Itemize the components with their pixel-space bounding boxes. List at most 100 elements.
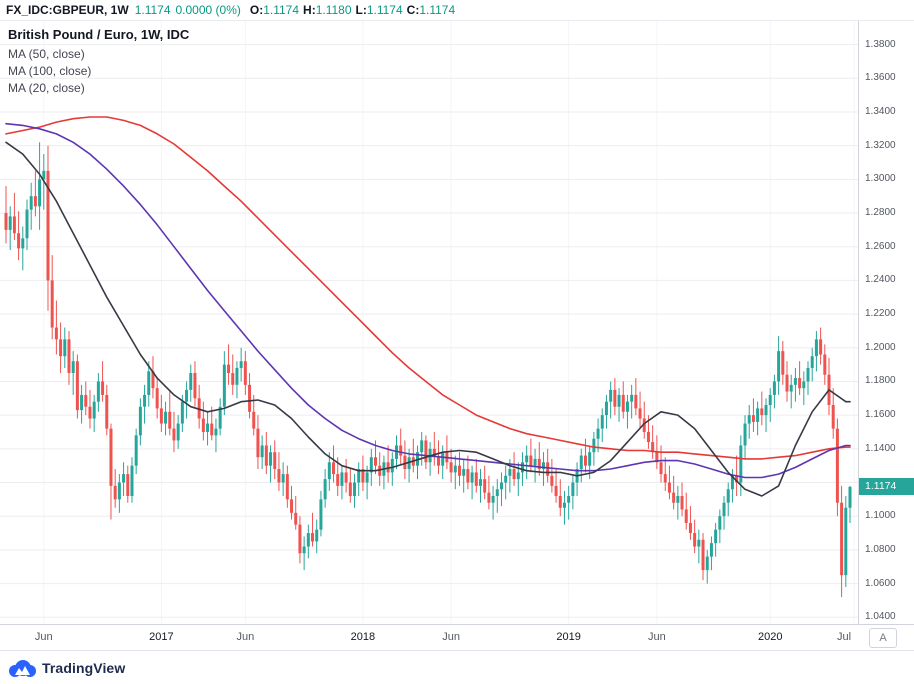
price-axis-label: 1.1600 — [865, 409, 896, 421]
candle-down — [101, 381, 105, 395]
candle-down — [155, 388, 159, 409]
time-axis-label: Jun — [647, 631, 666, 643]
candle-up — [814, 339, 818, 357]
candle-down — [436, 457, 440, 466]
price-axis-label: 1.0600 — [865, 577, 896, 589]
candle-up — [520, 462, 524, 473]
candle-up — [764, 405, 768, 416]
candle-down — [781, 351, 785, 375]
candle-down — [621, 394, 625, 412]
candle-down — [449, 462, 453, 473]
candle-up — [516, 472, 520, 480]
candle-down — [12, 216, 16, 234]
price-axis-label: 1.2800 — [865, 207, 896, 219]
last-price-tag: 1.1174 — [859, 477, 914, 495]
candle-up — [697, 539, 701, 547]
candle-up — [260, 445, 264, 458]
candle-down — [294, 512, 298, 525]
candle-up — [206, 423, 210, 432]
candle-down — [126, 474, 130, 496]
candle-up — [63, 339, 67, 357]
tradingview-logo[interactable]: TradingView — [7, 658, 125, 678]
candle-up — [323, 479, 327, 500]
candle-down — [663, 474, 667, 483]
candle-down — [227, 364, 231, 374]
candle-down — [273, 452, 277, 470]
price-chart-canvas[interactable] — [0, 21, 858, 624]
candle-up — [407, 457, 411, 470]
candle-up — [319, 499, 323, 530]
candle-up — [810, 356, 814, 368]
candle-up — [327, 462, 331, 480]
candlestick-plot[interactable] — [0, 21, 858, 624]
price-axis-label: 1.3400 — [865, 105, 896, 117]
candle-down — [159, 408, 163, 424]
price-scale[interactable]: 1.1174 1.3800 1.3600 1.3400 1.3200 1.3000 1.2… — [858, 21, 914, 624]
legend-ma-50[interactable]: MA (50, close) — [8, 47, 85, 61]
candle-down — [701, 539, 705, 571]
candle-down — [231, 373, 235, 385]
candle-up — [25, 209, 29, 239]
candle-down — [290, 499, 294, 513]
candle-up — [130, 465, 134, 496]
candle-up — [189, 373, 193, 390]
candle-down — [684, 509, 688, 523]
candle-down — [4, 213, 8, 230]
candle-up — [180, 401, 184, 424]
candle-up — [281, 474, 285, 483]
candle-up — [390, 458, 394, 473]
candle-up — [462, 469, 466, 476]
legend-ma-100[interactable]: MA (100, close) — [8, 64, 92, 78]
candle-down — [474, 472, 478, 486]
candle-up — [806, 367, 810, 382]
candle-up — [630, 394, 634, 402]
candle-down — [243, 361, 247, 385]
candle-down — [583, 455, 587, 466]
candle-up — [714, 529, 718, 544]
candle-down — [84, 394, 88, 407]
legend-symbol-title[interactable]: British Pound / Euro, 1W, IDC — [8, 27, 190, 42]
candle-down — [403, 455, 407, 470]
candle-up — [315, 529, 319, 542]
candle-down — [54, 327, 58, 340]
price-axis-label: 1.1000 — [865, 510, 896, 522]
candle-up — [592, 438, 596, 453]
low-value: 1.1174 — [366, 3, 403, 17]
price-axis-label: 1.2000 — [865, 341, 896, 353]
candle-up — [571, 482, 575, 496]
price-axis-label: 1.2600 — [865, 240, 896, 252]
candle-down — [613, 389, 617, 407]
candle-down — [432, 448, 436, 458]
candle-up — [617, 394, 621, 407]
time-axis-label: 2020 — [757, 631, 783, 643]
candle-up — [306, 533, 310, 547]
price-axis-label: 1.1800 — [865, 375, 896, 387]
candle-up — [117, 482, 121, 500]
candle-down — [651, 442, 655, 453]
candle-up — [768, 394, 772, 406]
candle-down — [210, 423, 214, 436]
ma-line — [5, 122, 851, 479]
candle-down — [17, 233, 21, 249]
candle-down — [835, 428, 839, 503]
time-axis-label: 2019 — [556, 631, 581, 643]
candle-down — [457, 465, 461, 476]
candle-up — [802, 381, 806, 389]
auto-scale-button[interactable]: A — [869, 628, 897, 648]
candle-up — [777, 351, 781, 382]
last-price: 1.1174 — [134, 3, 171, 17]
candle-down — [386, 462, 390, 473]
price-axis-label: 1.0400 — [865, 611, 896, 623]
price-axis-label: 1.3600 — [865, 72, 896, 84]
candle-down — [264, 445, 268, 466]
candle-down — [336, 474, 340, 486]
time-scale[interactable]: A Jun 2017 Jun 2018 Jun 2019 Jun 2020 Jul — [0, 624, 914, 650]
candle-down — [168, 411, 172, 429]
candle-down — [558, 495, 562, 508]
candle-down — [113, 485, 117, 500]
legend-ma-20[interactable]: MA (20, close) — [8, 81, 85, 95]
candle-down — [655, 452, 659, 463]
candle-up — [122, 474, 126, 483]
open-label: O: — [249, 3, 264, 17]
